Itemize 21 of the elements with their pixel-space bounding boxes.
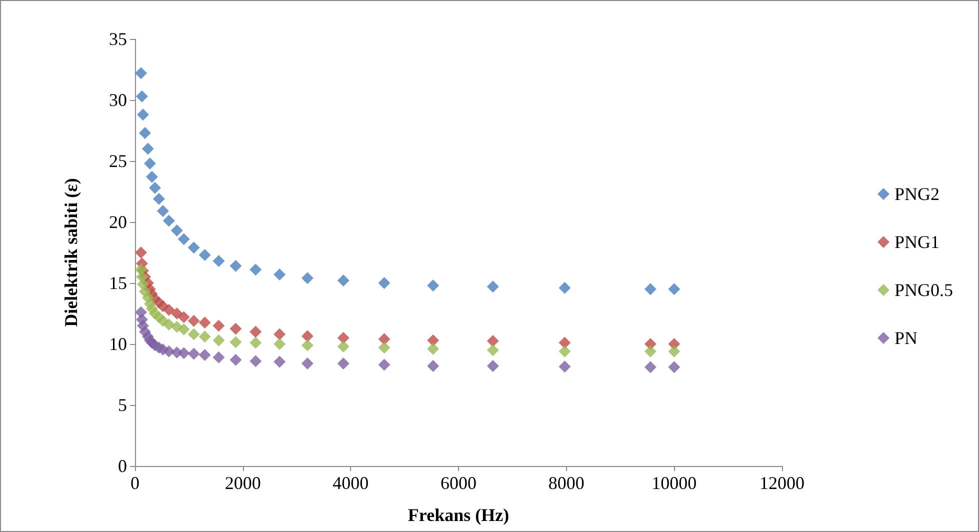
y-tick-label: 35 <box>109 29 127 49</box>
y-tick-label: 25 <box>109 151 127 171</box>
x-tick-label: 4000 <box>332 473 369 493</box>
x-axis-title: Frekans (Hz) <box>408 505 510 525</box>
y-tick-label: 5 <box>118 395 127 415</box>
x-tick-label: 10000 <box>652 473 697 493</box>
y-axis-title: Dielektrik sabiti (ε) <box>61 178 81 327</box>
y-tick-label: 20 <box>109 212 127 232</box>
x-tick-label: 2000 <box>224 473 261 493</box>
y-tick-label: 15 <box>109 273 127 293</box>
x-tick-label: 8000 <box>548 473 584 493</box>
legend-label: PN <box>894 328 918 348</box>
x-tick-label: 12000 <box>760 473 804 493</box>
x-tick-label: 0 <box>130 473 140 493</box>
y-tick-label: 30 <box>109 90 127 110</box>
x-tick-label: 6000 <box>440 473 476 493</box>
y-tick-label: 0 <box>118 456 127 476</box>
legend-label: PNG2 <box>894 184 940 204</box>
legend-label: PNG1 <box>894 232 940 252</box>
legend-label: PNG0.5 <box>894 280 954 300</box>
y-tick-label: 10 <box>109 334 127 354</box>
